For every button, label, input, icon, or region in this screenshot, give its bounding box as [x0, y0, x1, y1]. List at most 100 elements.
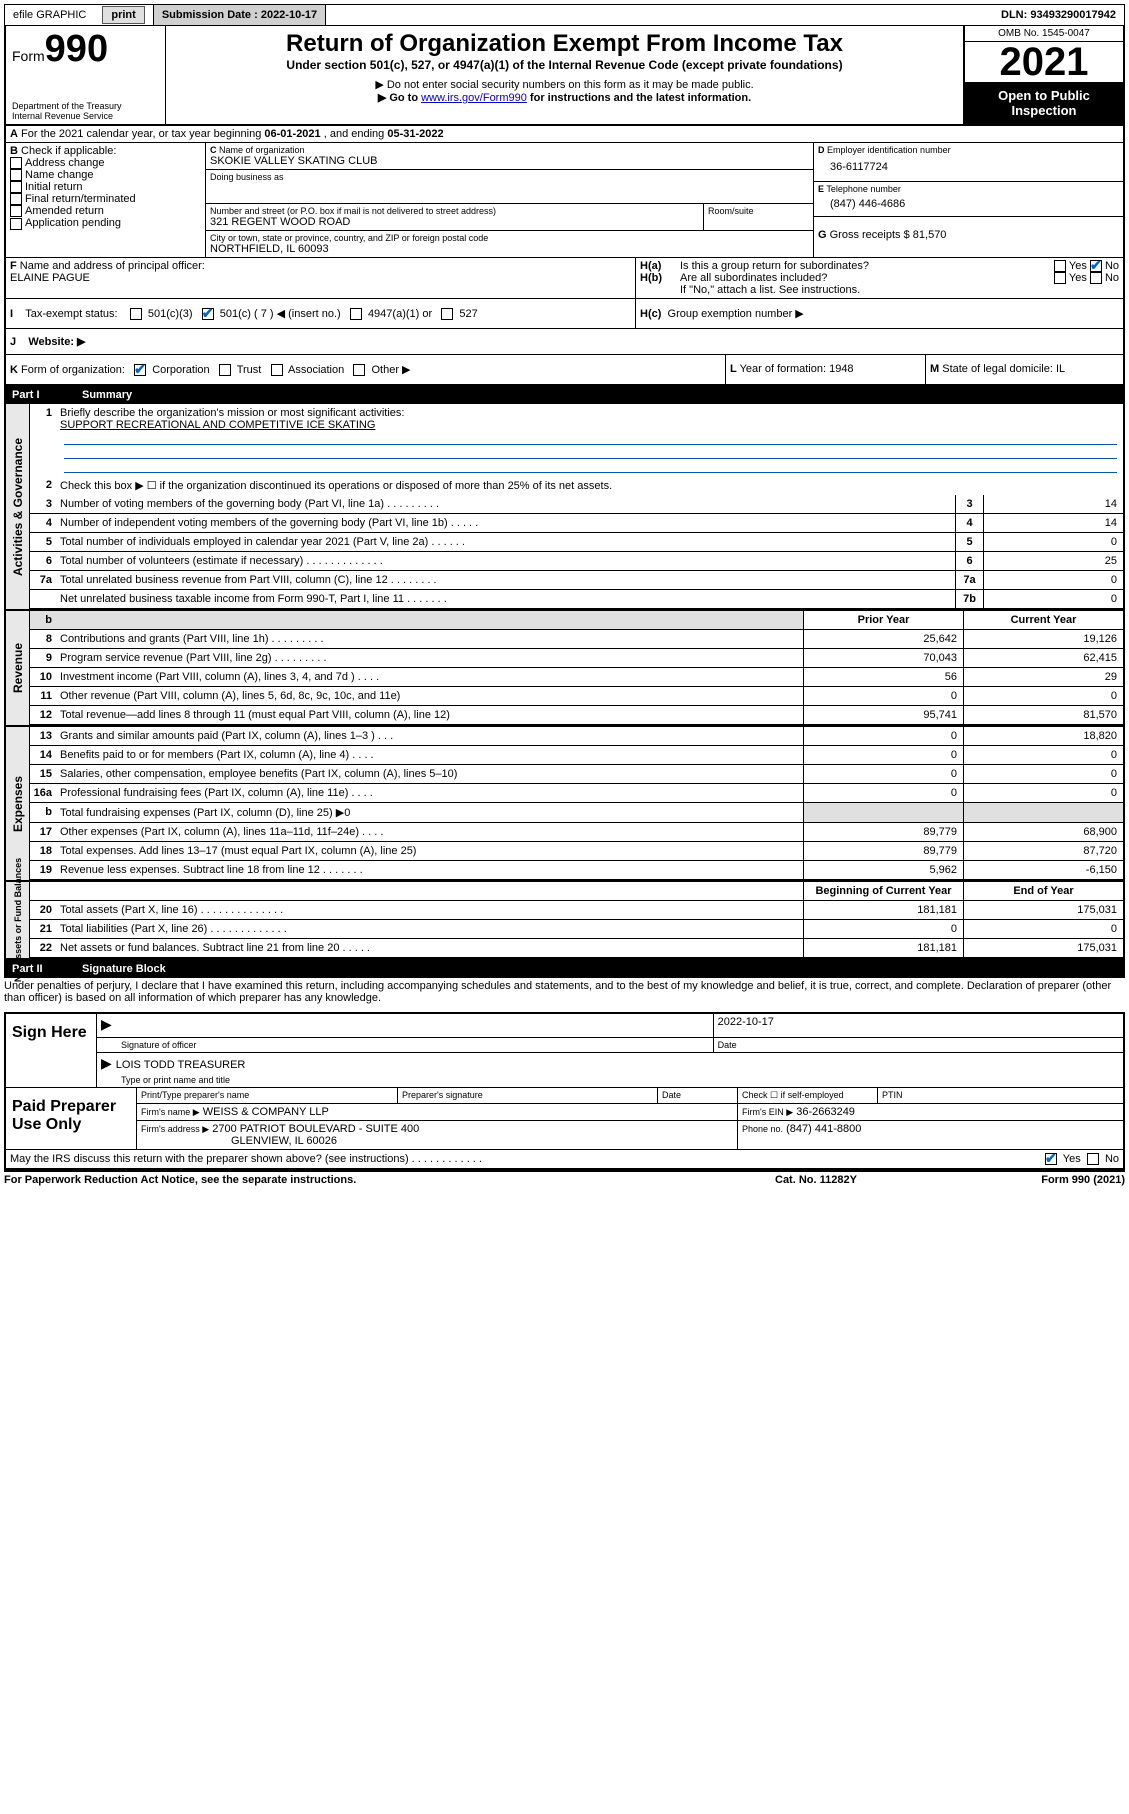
- prep-phone-label: Phone no.: [742, 1124, 783, 1134]
- sign-here-block: Sign Here ▶ 2022-10-17 Signature of offi…: [4, 1012, 1125, 1087]
- c-name-label: Name of organization: [219, 145, 305, 155]
- line-value: 25: [983, 552, 1123, 570]
- section-bcd: B Check if applicable: Address change Na…: [4, 143, 1125, 257]
- irs-label: Internal Revenue Service: [12, 111, 159, 121]
- boy-value: 181,181: [803, 901, 963, 919]
- dba-label: Doing business as: [210, 172, 809, 182]
- line-desc: Grants and similar amounts paid (Part IX…: [58, 727, 803, 745]
- dept-label: Department of the Treasury: [12, 101, 159, 111]
- prior-value: 89,779: [803, 842, 963, 860]
- chk-527[interactable]: 527: [441, 308, 477, 320]
- line-desc: Investment income (Part VIII, column (A)…: [58, 668, 803, 686]
- line-desc: Total number of individuals employed in …: [58, 533, 955, 551]
- prior-value: 0: [803, 727, 963, 745]
- hb-no[interactable]: No: [1090, 272, 1119, 284]
- line-desc: Program service revenue (Part VIII, line…: [58, 649, 803, 667]
- line-desc: Salaries, other compensation, employee b…: [58, 765, 803, 783]
- chk-trust[interactable]: Trust: [219, 364, 262, 376]
- tax-status-label: Tax-exempt status:: [25, 308, 117, 320]
- line-desc: Professional fundraising fees (Part IX, …: [58, 784, 803, 802]
- line-a: A For the 2021 calendar year, or tax yea…: [4, 126, 1125, 143]
- line-desc: Contributions and grants (Part VIII, lin…: [58, 630, 803, 648]
- strip-governance: Activities & Governance: [6, 404, 30, 609]
- prep-sig-label: Preparer's signature: [397, 1088, 657, 1103]
- chk-501c3[interactable]: 501(c)(3): [130, 308, 193, 320]
- mission-text: SUPPORT RECREATIONAL AND COMPETITIVE ICE…: [60, 419, 375, 431]
- form-number: Form990: [12, 28, 159, 71]
- part1-header: Part ISummary: [4, 386, 1125, 404]
- ein-label: Employer identification number: [827, 145, 951, 155]
- irs-link[interactable]: www.irs.gov/Form990: [421, 92, 527, 104]
- line-value: 0: [983, 533, 1123, 551]
- prior-value: 70,043: [803, 649, 963, 667]
- street-value: 321 REGENT WOOD ROAD: [210, 216, 699, 228]
- org-name: SKOKIE VALLEY SKATING CLUB: [210, 155, 809, 167]
- prior-value: 56: [803, 668, 963, 686]
- revenue-body: Revenue b Prior Year Current Year 8Contr…: [4, 609, 1125, 725]
- chk-assoc[interactable]: Association: [271, 364, 345, 376]
- hb-yes[interactable]: Yes: [1054, 272, 1087, 284]
- line-desc: Total number of volunteers (estimate if …: [58, 552, 955, 570]
- chk-amended[interactable]: Amended return: [10, 205, 201, 217]
- boy-value: 181,181: [803, 939, 963, 957]
- city-value: NORTHFIELD, IL 60093: [210, 243, 809, 255]
- current-value: 0: [963, 784, 1123, 802]
- prior-value: 0: [803, 765, 963, 783]
- line-desc: Total assets (Part X, line 16) . . . . .…: [58, 901, 803, 919]
- sign-here-label: Sign Here: [6, 1014, 96, 1087]
- discuss-yes[interactable]: Yes: [1045, 1153, 1081, 1165]
- k-label: Form of organization:: [21, 364, 125, 376]
- line-desc: Other revenue (Part VIII, column (A), li…: [58, 687, 803, 705]
- chk-final[interactable]: Final return/terminated: [10, 193, 201, 205]
- ha-label: Is this a group return for subordinates?: [680, 260, 1054, 272]
- form-header: Form990 Department of the Treasury Inter…: [4, 26, 1125, 126]
- paid-preparer-block: Paid Preparer Use Only Print/Type prepar…: [4, 1087, 1125, 1149]
- chk-address[interactable]: Address change: [10, 157, 201, 169]
- chk-initial[interactable]: Initial return: [10, 181, 201, 193]
- m-value: IL: [1056, 363, 1065, 375]
- ha-yes[interactable]: Yes: [1054, 260, 1087, 272]
- current-value: 19,126: [963, 630, 1123, 648]
- line-value: 0: [983, 571, 1123, 589]
- section-fh: F Name and address of principal officer:…: [4, 257, 1125, 298]
- current-value: 0: [963, 765, 1123, 783]
- chk-501c[interactable]: 501(c) ( 7 ) ◀ (insert no.): [202, 308, 341, 320]
- officer-name-title: LOIS TODD TREASURER: [116, 1059, 246, 1071]
- note-ssn: ▶ Do not enter social security numbers o…: [170, 78, 959, 91]
- chk-pending[interactable]: Application pending: [10, 217, 201, 229]
- chk-name[interactable]: Name change: [10, 169, 201, 181]
- chk-other[interactable]: Other ▶: [353, 364, 410, 376]
- top-bar: efile GRAPHIC print Submission Date : 20…: [4, 4, 1125, 26]
- footer-cat: Cat. No. 11282Y: [775, 1174, 975, 1186]
- form-subtitle: Under section 501(c), 527, or 4947(a)(1)…: [170, 58, 959, 72]
- section-klm: K Form of organization: Corporation Trus…: [4, 355, 1125, 386]
- prior-value: [803, 803, 963, 822]
- firm-addr-label: Firm's address ▶: [141, 1124, 209, 1134]
- section-i: I Tax-exempt status: 501(c)(3) 501(c) ( …: [4, 298, 1125, 329]
- col-current: Current Year: [963, 611, 1123, 629]
- declaration: Under penalties of perjury, I declare th…: [4, 978, 1125, 1012]
- current-value: -6,150: [963, 861, 1123, 879]
- discuss-no[interactable]: No: [1087, 1153, 1119, 1165]
- current-value: 68,900: [963, 823, 1123, 841]
- ha-no[interactable]: No: [1090, 260, 1119, 272]
- col-eoy: End of Year: [963, 882, 1123, 900]
- website-label: Website: ▶: [28, 336, 85, 348]
- self-emp-label[interactable]: Check ☐ if self-employed: [737, 1088, 877, 1103]
- line-desc: Net assets or fund balances. Subtract li…: [58, 939, 803, 957]
- chk-4947[interactable]: 4947(a)(1) or: [350, 308, 432, 320]
- line-value: 14: [983, 495, 1123, 513]
- officer-name: ELAINE PAGUE: [10, 272, 90, 284]
- ein-value: 36-6117724: [818, 155, 1119, 179]
- line-desc: Number of voting members of the governin…: [58, 495, 955, 513]
- sign-date: 2022-10-17: [713, 1014, 1123, 1037]
- q1: Briefly describe the organization's miss…: [60, 407, 404, 419]
- prior-value: 95,741: [803, 706, 963, 724]
- print-button[interactable]: print: [102, 6, 144, 24]
- discuss-row: May the IRS discuss this return with the…: [4, 1149, 1125, 1170]
- line-desc: Net unrelated business taxable income fr…: [58, 590, 955, 608]
- chk-corp[interactable]: Corporation: [134, 364, 210, 376]
- line-j: J Website: ▶: [4, 329, 1125, 355]
- boy-value: 0: [803, 920, 963, 938]
- l-value: 1948: [829, 363, 853, 375]
